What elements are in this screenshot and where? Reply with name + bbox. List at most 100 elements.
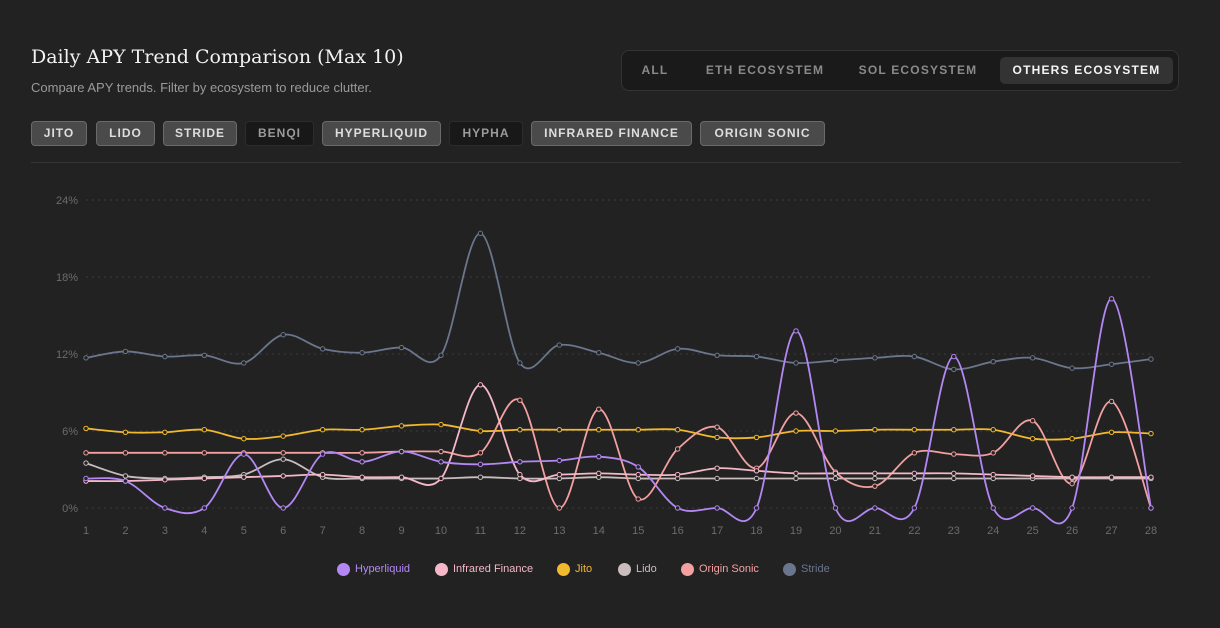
- data-point-stride: [990, 359, 996, 365]
- legend-item-lido[interactable]: Lido: [618, 560, 657, 578]
- data-point-origin-sonic: [714, 424, 720, 430]
- data-point-origin-sonic: [674, 446, 681, 452]
- x-tick-label: 28: [1145, 525, 1157, 537]
- data-point-hyperliquid: [201, 505, 208, 511]
- data-point-hyperliquid: [477, 461, 484, 468]
- legend-swatch: [783, 562, 796, 576]
- tab-others-ecosystem[interactable]: OTHERS ECOSYSTEM: [1000, 57, 1173, 84]
- data-point-jito: [556, 427, 563, 433]
- x-tick-label: 12: [514, 525, 526, 537]
- data-point-jito: [714, 434, 720, 441]
- data-point-lido: [951, 475, 957, 482]
- data-point-jito: [201, 427, 208, 433]
- data-point-hyperliquid: [1069, 505, 1075, 511]
- legend-label: Lido: [636, 563, 657, 575]
- legend-item-jito[interactable]: Jito: [557, 560, 592, 578]
- data-point-hyperliquid: [241, 451, 247, 457]
- x-tick-label: 22: [908, 525, 920, 537]
- legend-item-stride[interactable]: Stride: [783, 560, 830, 578]
- tab-sol-ecosystem[interactable]: SOL ECOSYSTEM: [858, 63, 978, 77]
- legend-swatch: [681, 562, 694, 576]
- x-tick-label: 6: [280, 525, 286, 537]
- chip-infrared-finance[interactable]: INFRARED FINANCE: [531, 121, 692, 146]
- data-point-origin-sonic: [359, 450, 365, 456]
- page-title: Daily APY Trend Comparison (Max 10): [31, 46, 404, 68]
- data-point-infrared-finance: [359, 474, 365, 480]
- data-point-lido: [832, 475, 839, 482]
- legend-item-infrared-finance[interactable]: Infrared Finance: [435, 560, 533, 578]
- data-point-infrared-finance: [793, 470, 799, 477]
- x-tick-label: 26: [1066, 525, 1078, 537]
- chart-legend: Hyperliquid Infrared Finance Jito Lido Origi…: [0, 560, 1220, 578]
- data-point-stride: [753, 353, 760, 360]
- data-point-origin-sonic: [201, 450, 208, 456]
- data-point-jito: [398, 423, 405, 429]
- data-point-infrared-finance: [990, 471, 996, 478]
- data-point-origin-sonic: [793, 410, 799, 416]
- data-point-hyperliquid: [438, 459, 444, 465]
- data-point-hyperliquid: [674, 505, 681, 511]
- chip-hyperliquid[interactable]: HYPERLIQUID: [322, 121, 441, 146]
- data-point-lido: [83, 460, 89, 466]
- legend-item-origin-sonic[interactable]: Origin Sonic: [681, 560, 759, 578]
- data-point-origin-sonic: [517, 397, 523, 403]
- data-point-origin-sonic: [556, 505, 563, 511]
- header-divider: [31, 162, 1181, 163]
- data-point-jito: [319, 427, 326, 433]
- x-tick-label: 3: [162, 525, 168, 537]
- data-point-stride: [793, 360, 799, 366]
- data-point-origin-sonic: [951, 451, 957, 457]
- data-point-infrared-finance: [1148, 474, 1154, 480]
- series-line-stride: [85, 232, 1152, 371]
- data-point-hyperliquid: [319, 451, 326, 457]
- tab-all[interactable]: ALL: [641, 63, 669, 77]
- data-point-hyperliquid: [793, 328, 799, 334]
- x-tick-label: 18: [750, 525, 762, 537]
- data-point-jito: [674, 427, 681, 433]
- data-point-jito: [1029, 436, 1036, 442]
- chip-origin-sonic[interactable]: ORIGIN SONIC: [700, 121, 825, 146]
- x-tick-label: 21: [869, 525, 881, 537]
- data-point-jito: [793, 428, 799, 434]
- y-tick-label: 24%: [56, 195, 78, 207]
- data-point-stride: [1069, 365, 1075, 371]
- data-point-infrared-finance: [1108, 474, 1115, 480]
- data-point-jito: [517, 427, 523, 433]
- chip-benqi[interactable]: BENQI: [245, 121, 314, 146]
- data-point-hyperliquid: [162, 505, 168, 511]
- data-point-stride: [951, 366, 957, 373]
- data-point-hyperliquid: [1148, 505, 1154, 511]
- data-point-origin-sonic: [83, 450, 89, 456]
- data-point-jito: [438, 421, 444, 428]
- data-point-hyperliquid: [832, 505, 839, 511]
- data-point-stride: [398, 344, 405, 351]
- x-tick-label: 14: [593, 525, 605, 537]
- data-point-stride: [201, 352, 208, 358]
- data-point-hyperliquid: [122, 478, 129, 484]
- data-point-hyperliquid: [990, 505, 996, 511]
- chip-stride[interactable]: STRIDE: [163, 121, 237, 146]
- data-point-hyperliquid: [83, 475, 89, 482]
- data-point-stride: [477, 230, 484, 237]
- series-line-infrared-finance: [85, 383, 1151, 486]
- data-point-stride: [596, 350, 602, 356]
- chip-lido[interactable]: LIDO: [96, 121, 155, 146]
- data-point-stride: [556, 342, 563, 348]
- data-point-hyperliquid: [714, 505, 720, 511]
- data-point-jito: [280, 433, 286, 439]
- legend-swatch: [618, 562, 631, 576]
- x-tick-label: 4: [201, 525, 207, 537]
- data-point-stride: [122, 348, 129, 355]
- data-point-infrared-finance: [596, 470, 602, 477]
- data-point-infrared-finance: [438, 475, 444, 482]
- x-tick-label: 2: [122, 525, 128, 537]
- chip-hypha[interactable]: HYPHA: [449, 121, 523, 146]
- data-point-infrared-finance: [162, 477, 168, 483]
- data-point-jito: [990, 427, 996, 433]
- legend-item-hyperliquid[interactable]: Hyperliquid: [337, 560, 410, 578]
- ecosystem-filter-tabs: ALL ETH ECOSYSTEM SOL ECOSYSTEM OTHERS E…: [621, 50, 1179, 91]
- data-point-jito: [911, 427, 918, 433]
- tab-eth-ecosystem[interactable]: ETH ECOSYSTEM: [705, 63, 825, 77]
- chip-jito[interactable]: JITO: [31, 121, 87, 146]
